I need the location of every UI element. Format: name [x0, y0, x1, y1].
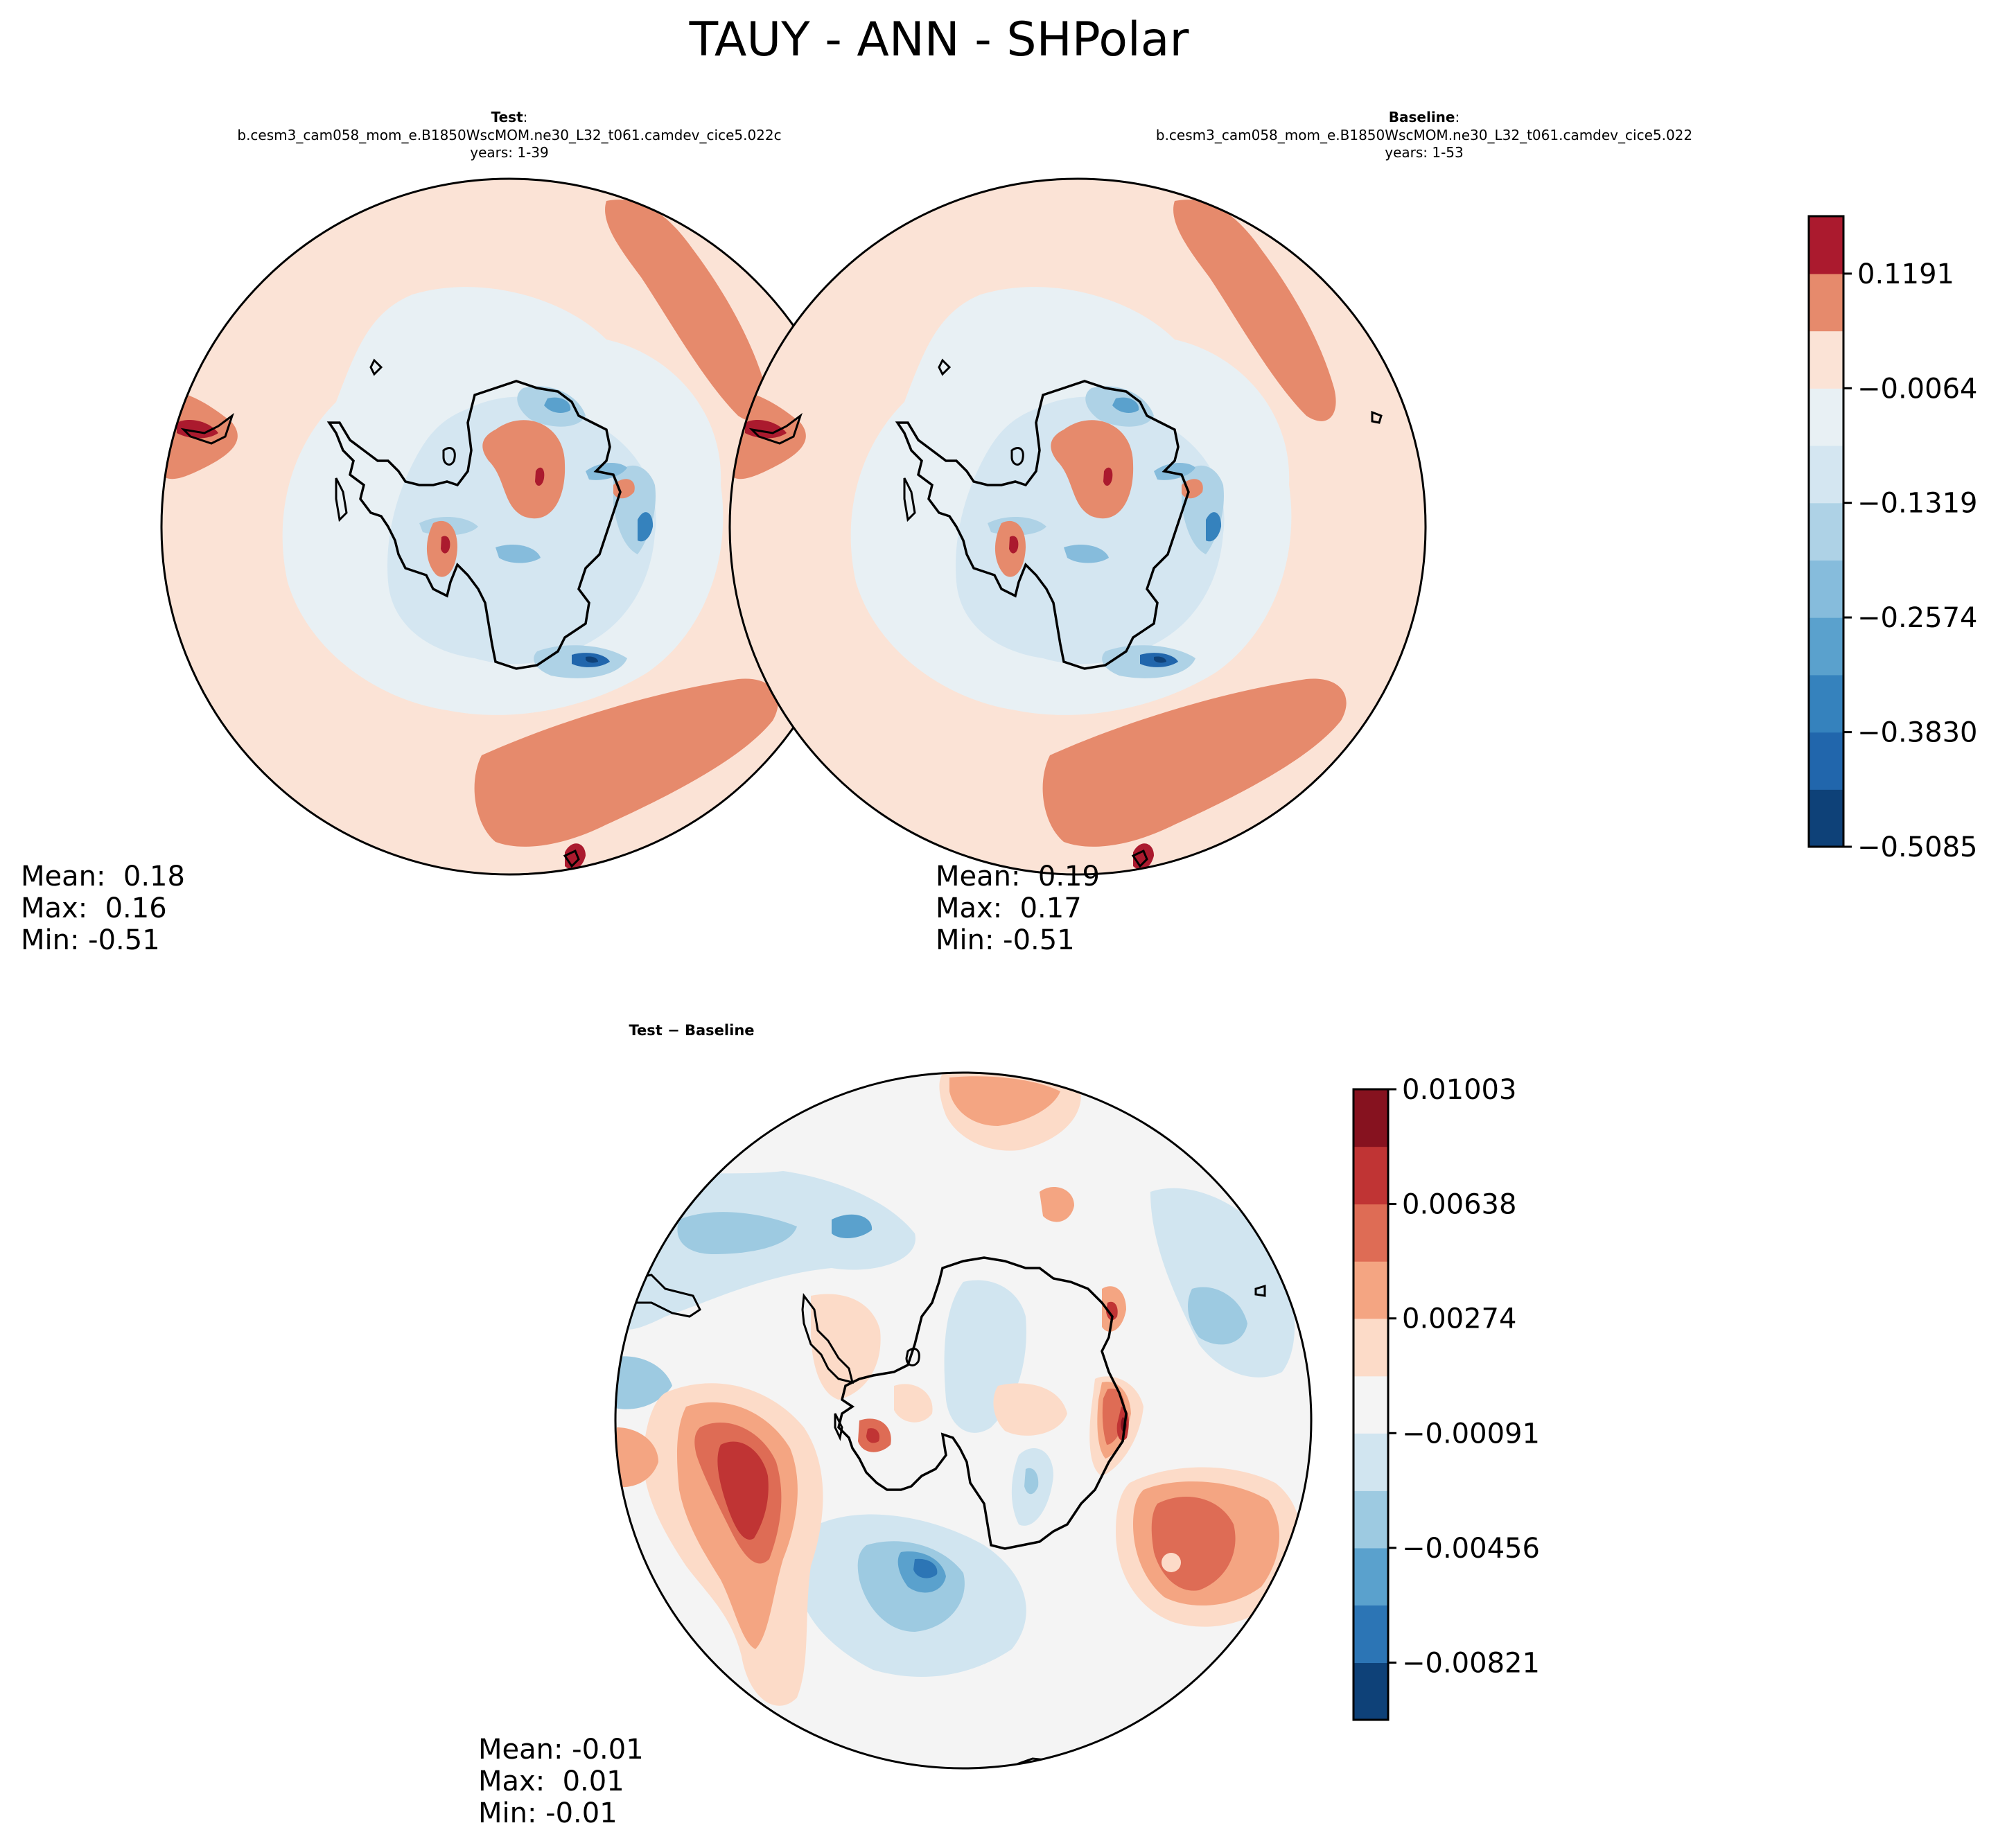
colorbar-diff-frame [1352, 1088, 1390, 1721]
colorbar-main-band-1 [1809, 732, 1843, 790]
panel-test-label: Test [491, 109, 523, 125]
colorbar-main-band-4 [1809, 560, 1843, 618]
colorbar-main-tick-label: −0.0064 [1857, 373, 1977, 405]
colorbar-diff-band-10 [1353, 1089, 1388, 1147]
panel-baseline-label: Baseline [1389, 109, 1455, 125]
colorbar-main-tick-label: 0.1191 [1857, 258, 1954, 290]
panel-baseline-mean: Mean: 0.19 [936, 861, 1100, 892]
panel-test-mean: Mean: 0.18 [21, 861, 185, 892]
colorbar-diff-band-4 [1353, 1433, 1388, 1491]
panel-test-years: years: 1-39 [470, 144, 549, 161]
colorbar-diff-tick-label: 0.00274 [1402, 1303, 1516, 1335]
colorbar-main-band-9 [1809, 273, 1843, 332]
panel-diff-label: Test − Baseline [629, 1022, 754, 1039]
panel-diff-min: Min: -0.01 [478, 1797, 617, 1829]
panel-diff-max: Max: 0.01 [478, 1766, 624, 1797]
colorbar-diff-band-0 [1353, 1662, 1388, 1721]
colorbar-main-frame [1807, 215, 1845, 848]
panel-test-max: Max: 0.16 [21, 892, 167, 924]
colorbar-diff-band-1 [1353, 1605, 1388, 1664]
colorbar-main-tick-label: −0.2574 [1857, 602, 1977, 634]
colorbar-diff-band-9 [1353, 1146, 1388, 1205]
colorbar-diff-band-3 [1353, 1490, 1388, 1549]
colorbar-diff-tick-label: 0.00638 [1402, 1189, 1516, 1221]
panel-diff-map-boundary [614, 1071, 1313, 1770]
colorbar-main-tick-label: −0.5085 [1857, 831, 1977, 863]
panel-test: Test: b.cesm3_cam058_mom_e.B1850WscMOM.n… [21, 109, 859, 956]
panel-baseline-min: Min: -0.51 [936, 924, 1075, 956]
panel-baseline: Baseline: b.cesm3_cam058_mom_e.B1850WscM… [728, 109, 1692, 956]
colorbar-main-tick-label: −0.1319 [1857, 488, 1977, 520]
colorbar-diff-tick-label: −0.00091 [1402, 1418, 1540, 1450]
panel-baseline-map [730, 179, 1426, 874]
colorbar-main: 0.1191 −0.0064 −0.1319 −0.2574 −0.3830 −0.508… [1807, 215, 1977, 863]
colorbar-main-band-3 [1809, 617, 1843, 676]
panel-diff-mean: Mean: -0.01 [478, 1734, 644, 1766]
colorbar-main-band-2 [1809, 674, 1843, 733]
figure-title: TAUY - ANN - SHPolar [689, 12, 1189, 67]
colorbar-diff-band-7 [1353, 1261, 1388, 1319]
colorbar-diff-band-2 [1353, 1547, 1388, 1606]
panel-test-min: Min: -0.51 [21, 924, 160, 956]
panel-diff-map [615, 1073, 1311, 1768]
colorbar-main-tick-label: −0.3830 [1857, 717, 1977, 749]
colorbar-diff-tick-label: 0.01003 [1402, 1074, 1516, 1106]
colorbar-diff-tick-label: −0.00821 [1402, 1647, 1540, 1679]
svg-text:Test:: Test: [491, 109, 528, 125]
panel-baseline-case: b.cesm3_cam058_mom_e.B1850WscMOM.ne30_L3… [1156, 127, 1692, 143]
colorbar-diff-band-6 [1353, 1318, 1388, 1377]
colorbar-main-band-10 [1809, 216, 1843, 274]
panel-baseline-label-suffix: : [1455, 109, 1460, 125]
panel-test-label-suffix: : [523, 109, 528, 125]
colorbar-main-band-0 [1809, 789, 1843, 847]
colorbar-main-band-7 [1809, 388, 1843, 446]
panel-baseline-max: Max: 0.17 [936, 892, 1082, 924]
colorbar-diff-band-8 [1353, 1204, 1388, 1262]
svg-text:Baseline:: Baseline: [1389, 109, 1460, 125]
colorbar-main-band-5 [1809, 502, 1843, 561]
colorbar-main-band-6 [1809, 445, 1843, 504]
panel-test-case: b.cesm3_cam058_mom_e.B1850WscMOM.ne30_L3… [237, 127, 781, 143]
colorbar-main-band-8 [1809, 331, 1843, 389]
panel-diff: Test − Baseline [478, 1022, 1313, 1829]
colorbar-diff-tick-label: −0.00456 [1402, 1533, 1540, 1565]
panel-baseline-years: years: 1-53 [1385, 144, 1464, 161]
colorbar-diff: 0.01003 0.00638 0.00274 −0.00091 −0.00456 −0.… [1352, 1074, 1540, 1721]
panel-baseline-map-boundary [728, 177, 1427, 876]
colorbar-diff-band-5 [1353, 1375, 1388, 1434]
